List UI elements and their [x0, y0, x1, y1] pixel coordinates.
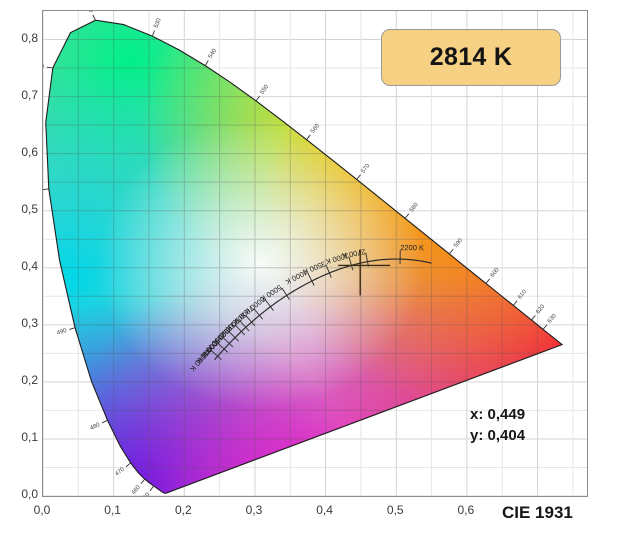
coordinate-y: y: 0,404 — [470, 427, 526, 444]
x-tick-0-1: 0,1 — [104, 503, 121, 517]
x-tick-0-6: 0,6 — [457, 503, 475, 517]
svg-text:580: 580 — [409, 201, 420, 213]
svg-text:610: 610 — [517, 289, 528, 301]
svg-text:2200 K: 2200 K — [400, 243, 424, 252]
y-tick-0-3: 0,3 — [21, 315, 38, 330]
cct-value: 2814 K — [429, 43, 513, 71]
x-tick-0-2: 0,2 — [174, 503, 192, 517]
svg-text:570: 570 — [360, 163, 371, 175]
spectral-wavelength-ticks: 4504604704804905005105205305405505605705… — [43, 11, 558, 496]
plot-area: 4504604704804905005105205305405505605705… — [42, 10, 588, 497]
svg-text:630: 630 — [547, 313, 558, 325]
coordinate-readout: x: 0,449 y: 0,404 — [470, 404, 525, 446]
x-tick-0-0: 0,0 — [33, 503, 51, 517]
svg-text:590: 590 — [453, 237, 464, 249]
chart-footer-label: CIE 1931 — [502, 503, 573, 522]
measurement-marker — [338, 249, 391, 296]
svg-text:550: 550 — [259, 84, 270, 96]
svg-text:520: 520 — [84, 11, 94, 14]
y-tick-0-2: 0,2 — [21, 372, 38, 387]
y-tick-0-4: 0,4 — [21, 258, 38, 273]
y-tick-0-8: 0,8 — [21, 30, 38, 45]
y-tick-0-6: 0,6 — [21, 144, 38, 159]
y-tick-0-7: 0,7 — [21, 87, 38, 102]
svg-text:530: 530 — [153, 17, 163, 29]
svg-text:620: 620 — [535, 303, 546, 315]
y-tick-0-0: 0,0 — [21, 487, 38, 501]
svg-text:460: 460 — [131, 484, 142, 496]
svg-text:480: 480 — [89, 422, 101, 432]
x-tick-0-3: 0,3 — [245, 503, 263, 517]
svg-text:450: 450 — [141, 491, 152, 496]
svg-text:490: 490 — [56, 328, 68, 337]
y-tick-0-5: 0,5 — [21, 201, 38, 216]
coordinate-x: x: 0,449 — [470, 406, 526, 423]
x-tick-0-4: 0,4 — [316, 503, 333, 517]
svg-text:540: 540 — [208, 47, 219, 59]
chart-canvas: 4504604704804905005105205305405505605705… — [43, 11, 587, 496]
svg-text:470: 470 — [114, 466, 126, 477]
svg-text:600: 600 — [490, 267, 501, 279]
y-tick-0-1: 0,1 — [21, 429, 38, 444]
svg-text:510: 510 — [43, 63, 45, 70]
cct-badge: 2814 K — [381, 29, 561, 86]
x-tick-0-5: 0,5 — [386, 503, 404, 517]
svg-text:560: 560 — [310, 123, 321, 135]
